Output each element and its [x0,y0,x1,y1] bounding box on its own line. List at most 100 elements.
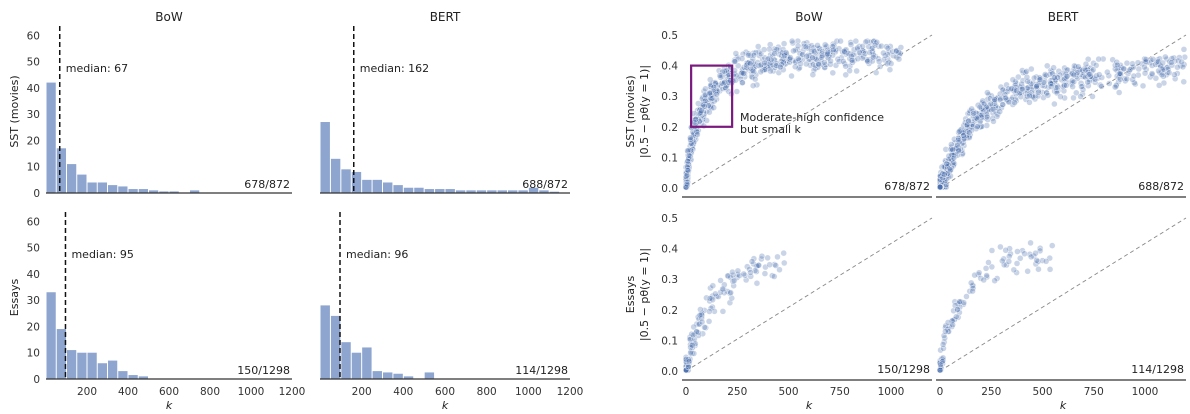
scatter-point [985,106,992,113]
scatter-point [698,311,705,318]
histogram-bar [414,187,424,193]
scatter-points [682,249,788,374]
histogram-bar [118,371,128,379]
scatter-point [721,281,728,288]
histogram-bar [476,190,487,193]
scatter-point [1042,258,1050,265]
scatter-point [1033,82,1040,90]
scatter-point [1180,46,1188,53]
scatter-point [1009,101,1016,108]
scatter-point [979,97,986,105]
x-tick-label: 1200 [279,386,306,398]
scatter-point [808,48,815,55]
scatter-point [1129,76,1136,83]
scatter-point [701,324,708,331]
scatter-point [717,289,724,296]
scatter-point [780,59,787,66]
scatter-point [748,258,756,265]
scatter-point [781,259,788,267]
scatter-point [947,172,954,180]
scatter-point [712,290,719,298]
annotation-text: but small k [740,123,802,136]
row-label: Essays [624,276,637,314]
scatter-point [1168,55,1176,62]
scatter-point [875,58,883,65]
scatter-point [962,119,969,126]
scatter-point [1147,59,1154,66]
scatter-point [965,117,972,125]
scatter-point [685,363,692,371]
scatter-point [1164,65,1172,73]
scatter-point [854,44,861,52]
scatter-point [719,308,727,315]
scatter-point [781,52,788,59]
reference-diagonal [939,34,1187,189]
scatter-point [842,63,849,70]
scatter-point [683,180,691,188]
scatter-point [1134,59,1142,66]
scatter-point [687,136,694,144]
scatter-point [682,366,690,374]
scatter-point [1112,62,1119,69]
scatter-point [780,61,787,69]
histogram-bar [138,189,148,193]
scatter-point [1082,66,1089,74]
scatter-point [1027,253,1035,261]
scatter-point [814,42,821,49]
scatter-point [1027,80,1035,88]
scatter-point [942,328,949,335]
y-tick-label: 60 [27,30,40,42]
scatter-point [827,57,834,65]
scatter-point [702,97,709,105]
scatter-point [976,103,984,111]
scatter-point [954,306,961,313]
histogram-bar [330,315,341,379]
scatter-point [974,123,981,130]
scatter-point [761,59,768,67]
histogram-bar [169,191,179,193]
scatter-point [847,39,854,46]
scatter-point [710,84,718,91]
scatter-point [1023,73,1031,81]
scatter-point [1062,74,1070,82]
scatter-point [861,50,869,57]
scatter-point [1096,71,1103,78]
y-tick-label: 0.2 [661,305,678,317]
histogram-bar [320,122,330,193]
scatter-point [871,42,879,49]
scatter-point [755,43,762,50]
x-tick-label: 250 [981,386,1001,398]
histogram-bar [128,189,138,193]
scatter-point [841,48,848,55]
scatter-point [944,319,952,326]
scatter-point [952,302,959,309]
scatter-point [721,289,728,296]
histogram-bar [466,190,476,193]
scatter-point [684,167,691,174]
scatter-point [716,72,724,79]
scatter-point [990,118,997,125]
scatter-point [968,127,975,134]
histogram-bar [77,352,87,379]
scatter-point [792,58,799,66]
x-tick-label: 500 [778,386,798,398]
scatter-point [956,138,963,146]
scatter-point [1049,242,1056,249]
scatter-point [1147,73,1154,81]
scatter-point [1089,93,1096,100]
scatter-point [799,51,806,58]
scatter-point [897,44,905,51]
scatter-point [937,346,944,354]
scatter-point [1162,53,1169,61]
scatter-point [1077,93,1084,100]
scatter-point [687,349,694,357]
scatter-point [696,118,703,125]
scatter-point [953,313,960,320]
count-label: 150/1298 [877,363,930,376]
scatter-point [723,82,730,90]
scatter-point [752,49,760,56]
scatter-point [696,320,703,328]
scatter-point [743,61,750,69]
scatter-point [809,54,816,61]
scatter-point [688,342,696,349]
